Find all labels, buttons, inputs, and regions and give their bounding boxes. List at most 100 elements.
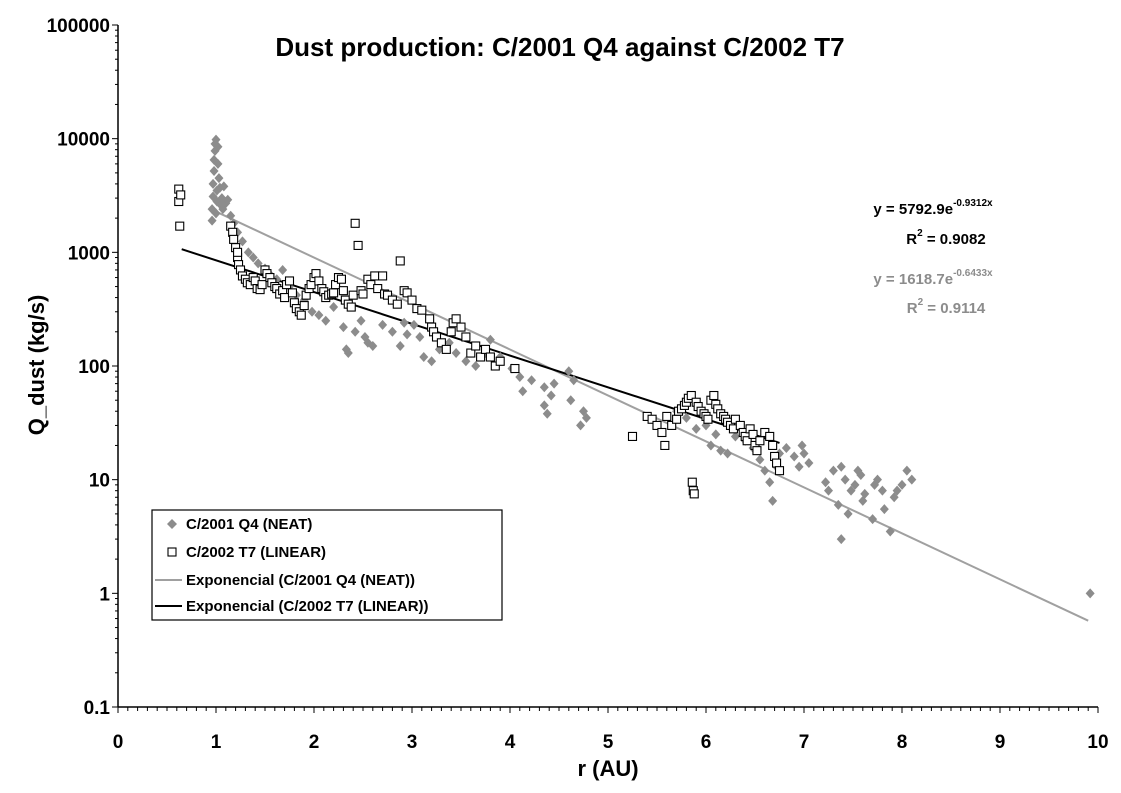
linear-data-point	[480, 344, 491, 354]
y-tick-label: 0.1	[84, 698, 111, 719]
x-tick-label: 3	[407, 732, 418, 753]
neat-data-point	[243, 247, 253, 258]
linear-data-point	[451, 314, 461, 324]
legend-label-neat-fit: Exponencial (C/2001 Q4 (NEAT))	[186, 572, 415, 589]
neat-data-point	[419, 351, 429, 362]
x-axis-title: r (AU)	[577, 756, 638, 781]
linear-data-point	[485, 352, 495, 362]
axis-tick-labels: 0 1 2 3 4 5 6 7 8 9 10 0.1 1 10 100 1000 10000 100000	[47, 16, 1109, 753]
neat-data-point	[581, 412, 591, 423]
neat-data-point	[515, 372, 525, 383]
neat-data-point	[237, 236, 247, 247]
linear-data-point	[446, 327, 456, 337]
linear-data-point	[456, 322, 466, 332]
linear-data-point	[395, 256, 405, 266]
neat-data-point	[211, 208, 221, 219]
linear-data-point	[662, 411, 672, 421]
linear-data-point	[495, 356, 505, 366]
linear-data-point	[689, 489, 699, 499]
neat-data-point	[755, 454, 765, 465]
neat-data-point	[549, 378, 559, 389]
neat-data-point	[768, 495, 778, 506]
linear-data-point	[752, 446, 762, 456]
x-tick-label: 9	[995, 732, 1006, 753]
linear-data-point	[436, 338, 446, 348]
neat-data-point	[427, 356, 437, 367]
linear-data-point	[490, 361, 500, 371]
neat-data-point	[409, 319, 419, 330]
x-tick-label: 2	[309, 732, 320, 753]
x-tick-label: 5	[603, 732, 614, 753]
linear-data-point	[461, 332, 471, 342]
x-tick-label: 4	[505, 732, 516, 753]
legend-item-linear-fit: Exponencial (C/2002 T7 (LINEAR))	[155, 598, 429, 615]
y-tick-label: 1000	[68, 243, 110, 264]
neat-data-point	[804, 458, 814, 469]
linear-data-point	[407, 295, 417, 305]
legend-diamond-marker	[167, 519, 177, 529]
neat-data-point	[307, 306, 317, 317]
linear-data-point	[346, 302, 356, 312]
neat-data-point	[402, 329, 412, 340]
svg-text:y = 1618.7e-0.6433x: y = 1618.7e-0.6433x	[873, 268, 993, 288]
linear-data-point	[703, 414, 713, 424]
legend-label-neat: C/2001 Q4 (NEAT)	[186, 516, 312, 533]
neat-data-point	[399, 317, 409, 328]
neat-data-point	[214, 173, 224, 184]
neat-data-point	[338, 322, 348, 333]
neat-data-point	[799, 448, 809, 459]
legend-box	[151, 509, 503, 621]
linear-data-point	[672, 414, 682, 424]
neat-data-point	[314, 310, 324, 321]
linear-data-point	[392, 299, 402, 309]
neat-data-point	[907, 474, 917, 485]
linear-data-point	[233, 247, 243, 257]
neat-data-point	[542, 408, 552, 419]
legend-item-neat-fit: Exponencial (C/2001 Q4 (NEAT))	[155, 572, 415, 589]
neat-data-point	[253, 258, 263, 269]
neat-data-point	[208, 178, 218, 189]
x-tick-label: 6	[701, 732, 712, 753]
neat-data-point	[723, 448, 733, 459]
linear-data-point	[687, 477, 697, 487]
neat-data-point	[219, 181, 229, 192]
y-tick-label: 10000	[57, 130, 110, 151]
linear-data-point	[350, 218, 360, 228]
linear-data-point	[296, 310, 306, 320]
neat-data-point	[378, 319, 388, 330]
neat-data-point	[821, 477, 831, 488]
fit-equation-neat: y = 1618.7e-0.6433x R2 = 0.9114	[873, 268, 993, 317]
neat-data-point	[846, 485, 856, 496]
neat-data-point	[850, 479, 860, 490]
neat-data-point	[321, 315, 331, 326]
linear-data-point	[772, 458, 782, 468]
neat-data-point	[278, 264, 288, 275]
neat-data-point	[681, 412, 691, 423]
neat-data-point	[209, 165, 219, 176]
neat-data-point	[213, 141, 223, 152]
linear-data-point	[742, 436, 752, 446]
neat-data-point	[856, 469, 866, 480]
neat-data-point	[527, 375, 537, 386]
linear-data-point	[257, 280, 267, 290]
linear-data-point	[338, 286, 348, 296]
neat-data-point	[691, 423, 701, 434]
linear-data-point	[229, 234, 239, 244]
linear-data-point	[373, 284, 383, 294]
neat-data-point	[824, 485, 833, 496]
neat-data-point	[213, 158, 223, 169]
neat-data-point	[226, 210, 236, 221]
neat-data-point	[485, 334, 495, 345]
neat-data-point	[843, 508, 853, 519]
neat-data-point	[868, 514, 878, 525]
neat-data-point	[877, 485, 887, 496]
neat-data-point	[711, 429, 721, 440]
linear-data-point	[284, 276, 295, 286]
neat-data-point	[343, 348, 353, 359]
data-points	[174, 134, 1095, 599]
linear-data-point	[627, 431, 638, 441]
neat-data-point	[368, 340, 378, 351]
neat-data-point	[546, 390, 556, 401]
neat-data-point	[840, 474, 850, 485]
